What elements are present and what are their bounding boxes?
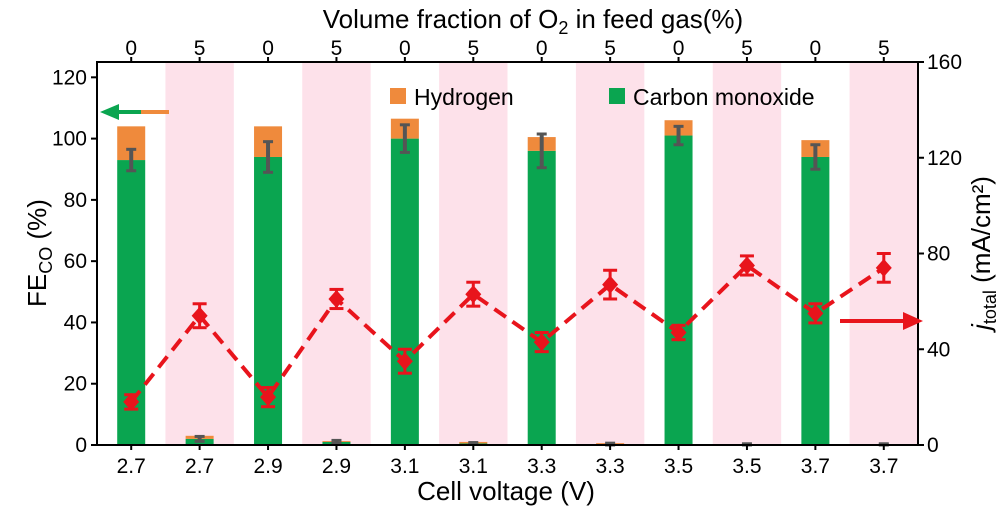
right-tick-label-1: 40	[927, 338, 950, 361]
current-density-series	[123, 252, 892, 411]
current-density-point-7	[602, 275, 619, 294]
top-tick-label-0: 0	[125, 37, 137, 60]
legend-label-hydrogen: Hydrogen	[414, 84, 514, 110]
y2-axis-title-text: j	[966, 323, 996, 333]
legend-swatch-hydrogen	[390, 88, 406, 104]
bottom-tick-label-9: 3.5	[732, 455, 761, 478]
right-tick-label-4: 160	[927, 51, 962, 74]
left-tick-label-4: 80	[64, 189, 87, 212]
top-tick-label-1: 5	[194, 37, 206, 60]
current-density-point-8	[670, 323, 687, 342]
top-tick-label-6: 0	[536, 37, 548, 60]
right-tick-label-0: 0	[927, 434, 939, 457]
carbon-monoxide-bar-4	[390, 138, 419, 445]
carbon-monoxide-bar-8	[664, 135, 693, 445]
y-axis-title-subscript: CO	[36, 247, 56, 274]
top-tick-label-7: 5	[604, 37, 616, 60]
bottom-tick-label-2: 2.9	[253, 455, 282, 478]
top-tick-label-10: 0	[810, 37, 822, 60]
left-tick-label-6: 120	[52, 66, 87, 89]
top-axis-title: Volume fraction of O2 in feed gas(%)	[323, 4, 743, 38]
shading-band-5	[439, 62, 508, 445]
left-tick-label-1: 20	[64, 373, 87, 396]
current-density-point-0	[123, 392, 140, 411]
bottom-tick-label-1: 2.7	[185, 455, 214, 478]
current-density-point-10	[807, 304, 824, 323]
top-tick-label-11: 5	[878, 37, 890, 60]
current-density-point-6	[533, 333, 550, 352]
carbon-monoxide-bar-10	[801, 156, 830, 445]
bottom-tick-label-11: 3.7	[869, 455, 898, 478]
bottom-tick-label-3: 2.9	[322, 455, 351, 478]
current-density-dashed-line	[129, 262, 885, 404]
bottom-tick-label-5: 3.1	[459, 455, 488, 478]
top-axis-title-text: Volume fraction of O	[323, 4, 559, 34]
top-tick-label-9: 5	[741, 37, 753, 60]
left-tick-label-3: 60	[64, 250, 87, 273]
current-density-point-3	[328, 289, 345, 308]
left-tick-label-5: 100	[52, 128, 87, 151]
y2-axis-title: jtotal (mA/cm²)	[966, 176, 1000, 333]
bottom-tick-label-7: 3.3	[596, 455, 625, 478]
left-tick-label-2: 40	[64, 311, 87, 334]
current-density-point-2	[260, 388, 277, 407]
current-density-point-11	[875, 258, 892, 277]
y2-axis-title-subscript: total	[980, 290, 1000, 324]
bottom-tick-label-6: 3.3	[527, 455, 556, 478]
top-axis-title-subscript: 2	[558, 18, 568, 38]
top-tick-label-2: 0	[262, 37, 274, 60]
y2-axis-title-suffix: (mA/cm²)	[966, 176, 996, 290]
left-tick-label-0: 0	[75, 434, 87, 457]
axis-arrows	[100, 104, 923, 330]
right-tick-label-2: 80	[927, 243, 950, 266]
right-arrow-head	[903, 312, 923, 330]
bottom-tick-label-8: 3.5	[664, 455, 693, 478]
y-axis-title-suffix: (%)	[22, 199, 52, 247]
legend-label-carbon-monoxide: Carbon monoxide	[633, 84, 815, 110]
bottom-tick-label-4: 3.1	[390, 455, 419, 478]
top-tick-label-5: 5	[467, 37, 479, 60]
carbon-monoxide-bar-6	[527, 150, 556, 445]
current-density-point-1	[191, 306, 208, 325]
axes: 0 20 40 60 80 100 120 0 40 80 120 160 2.7 0 2.7 5 2.9 0 2.…	[52, 37, 962, 478]
top-tick-label-3: 5	[331, 37, 343, 60]
top-axis-title-suffix: in feed gas(%)	[568, 4, 743, 34]
left-arrow-head	[100, 104, 119, 120]
legend: Hydrogen Carbon monoxide	[390, 84, 815, 110]
current-density-point-5	[465, 285, 482, 304]
y-axis-title: FECO (%)	[22, 199, 56, 307]
shading-band-7	[575, 62, 645, 445]
current-density-point-9	[738, 256, 755, 275]
top-tick-label-8: 0	[673, 37, 685, 60]
current-density-point-4	[396, 352, 413, 371]
y-axis-title-text: FE	[22, 274, 52, 307]
shading-band-9	[712, 62, 782, 445]
bottom-tick-label-0: 2.7	[117, 455, 146, 478]
legend-swatch-carbon-monoxide	[609, 88, 625, 104]
x-axis-title: Cell voltage (V)	[417, 476, 595, 506]
shading-band-1	[165, 62, 234, 445]
right-tick-label-3: 120	[927, 147, 962, 170]
shading-band-3	[302, 62, 371, 445]
top-tick-label-4: 0	[399, 37, 411, 60]
bottom-tick-label-10: 3.7	[801, 455, 830, 478]
